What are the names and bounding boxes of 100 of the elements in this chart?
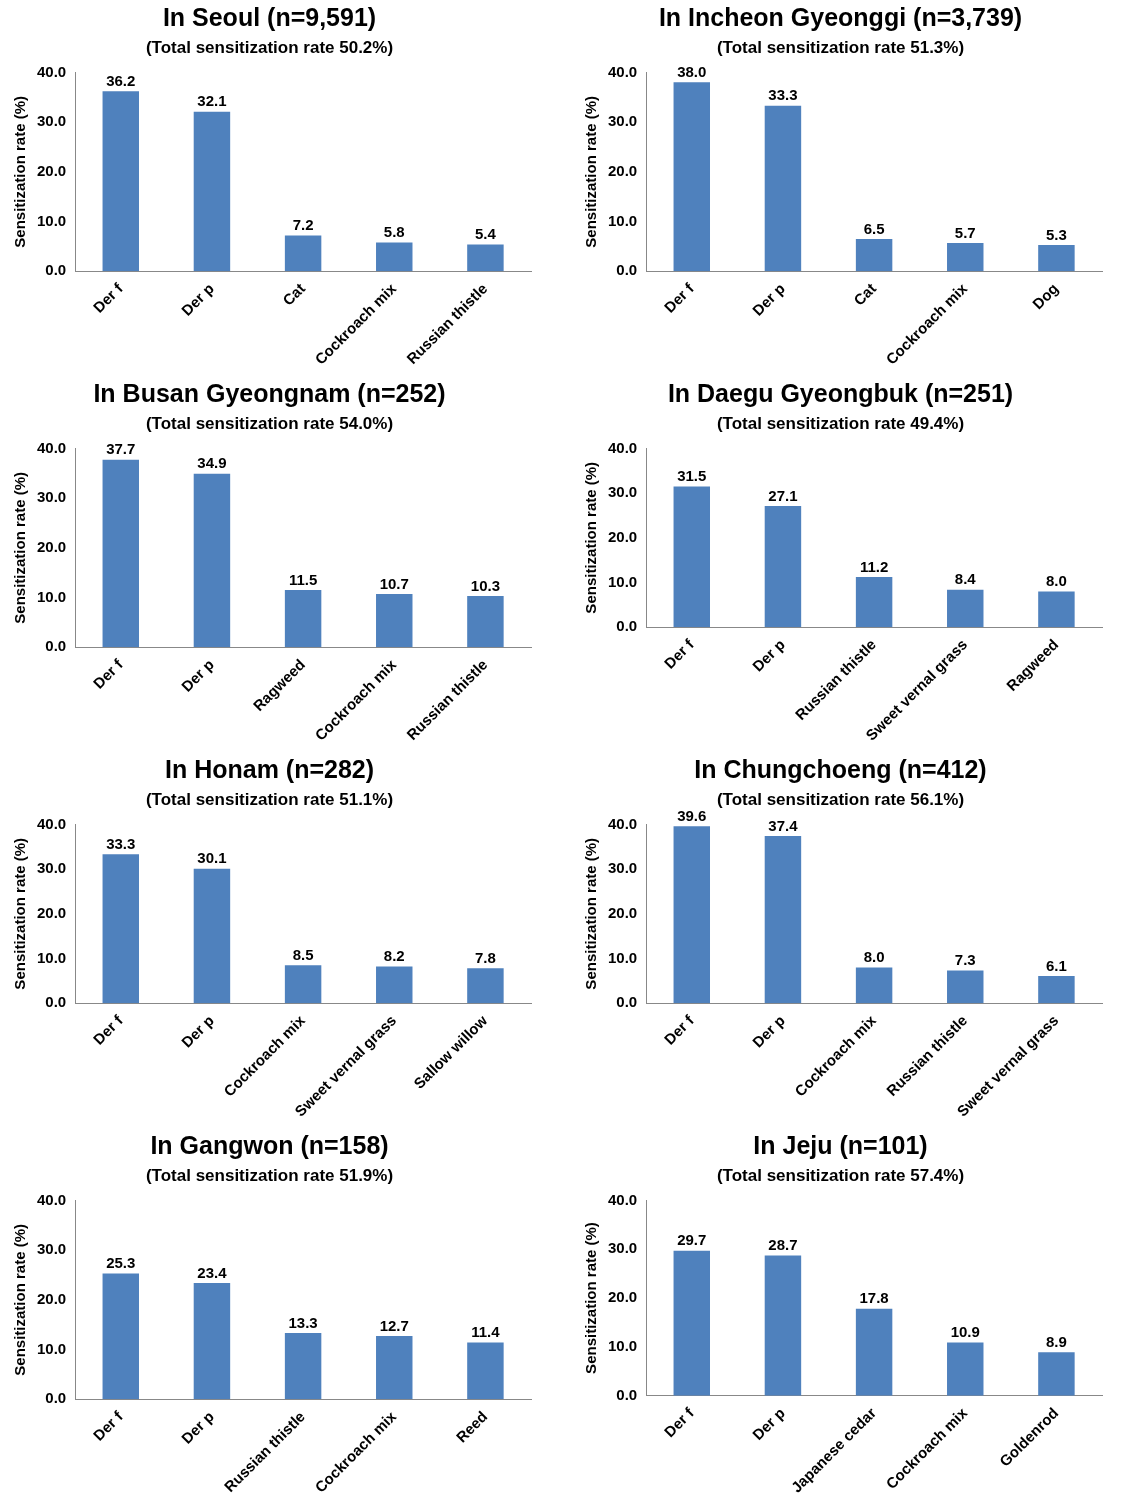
y-tick-label: 0.0 [616,261,638,279]
y-tick-label: 40.0 [36,814,67,832]
y-tick-label: 10.0 [607,211,638,229]
y-tick-label: 20.0 [36,537,67,555]
data-label: 37.7 [106,440,136,458]
data-label: 7.8 [474,948,496,966]
data-label: 8.0 [863,948,885,966]
data-label: 8.9 [1045,1332,1067,1350]
bar [376,242,413,272]
y-tick-label: 0.0 [45,1389,67,1407]
y-tick-label: 20.0 [36,903,67,921]
chart-subtitle: (Total sensitization rate 49.4%) [716,413,965,433]
y-tick-label: 10.0 [607,1336,638,1354]
x-tick-label: Der f [660,1403,698,1441]
y-tick-label: 20.0 [607,903,638,921]
y-axis-title: Sensitization rate (%) [582,95,600,248]
bar [855,238,893,272]
bar [102,91,140,272]
data-label: 34.9 [197,454,227,472]
data-label: 5.7 [954,223,976,241]
y-tick-label: 30.0 [36,859,67,877]
bar [947,242,984,272]
y-tick-label: 30.0 [36,112,67,130]
data-label: 29.7 [677,1231,707,1249]
data-label: 8.4 [954,570,977,588]
data-label: 36.2 [106,71,136,89]
y-axis-title: Sensitization rate (%) [11,471,29,624]
data-label: 6.1 [1045,956,1067,974]
data-label: 30.1 [197,849,227,867]
data-label: 11.5 [288,570,318,588]
y-axis-title: Sensitization rate (%) [11,95,29,248]
bar [467,244,504,272]
y-tick-label: 0.0 [45,637,67,655]
x-tick-label: Der f [660,278,698,316]
chart-subtitle: (Total sensitization rate 51.1%) [145,789,394,809]
data-label: 10.9 [950,1323,980,1341]
y-axis-title: Sensitization rate (%) [11,1223,29,1376]
bar [947,589,984,628]
y-tick-label: 10.0 [36,1339,67,1357]
data-label: 17.8 [859,1289,889,1307]
bar [467,596,504,648]
bar [193,1282,231,1400]
x-tick-label: Der p [748,635,788,675]
data-label: 10.7 [379,574,409,592]
y-axis-title: Sensitization rate (%) [582,461,600,614]
bar [376,966,413,1004]
x-tick-label: Der p [748,1011,788,1051]
bar [1038,975,1075,1004]
y-tick-label: 40.0 [36,438,67,456]
y-tick-label: 0.0 [616,1385,638,1403]
x-tick-label: Der f [89,278,127,316]
y-tick-label: 20.0 [607,1288,638,1306]
bar [376,1336,413,1400]
y-tick-label: 0.0 [616,617,638,635]
y-tick-label: 10.0 [36,211,67,229]
x-tick-label: Cat [279,279,309,309]
x-tick-label: Der f [660,1010,698,1048]
data-label: 33.3 [106,834,136,852]
data-label: 37.4 [768,816,799,834]
bar [673,486,711,628]
x-tick-label: Der p [177,279,217,319]
chart-subtitle: (Total sensitization rate 56.1%) [716,789,965,809]
bar [673,1250,711,1396]
y-tick-label: 30.0 [36,1240,67,1258]
x-tick-label: Der p [748,1404,788,1444]
bar [855,577,893,628]
y-tick-label: 40.0 [607,438,638,456]
bar [855,967,893,1004]
x-tick-label: Der p [177,1407,217,1447]
y-tick-label: 10.0 [36,948,67,966]
chart-title: In Seoul (n=9,591) [162,2,377,31]
y-tick-label: 20.0 [36,161,67,179]
x-tick-label: Der f [89,1010,127,1048]
data-label: 11.4 [471,1323,501,1341]
bar [193,111,231,272]
bar [764,836,802,1004]
chart-subtitle: (Total sensitization rate 54.0%) [145,413,394,433]
data-label: 8.2 [383,947,405,965]
chart-title: In Chungchoeng (n=412) [694,754,987,783]
x-tick-label: Cat [850,279,880,309]
y-tick-label: 30.0 [607,859,638,877]
data-label: 38.0 [677,62,707,80]
bar [102,459,140,648]
chart-title: In Honam (n=282) [164,754,375,783]
y-tick-label: 20.0 [607,161,638,179]
x-tick-label: Der p [748,279,788,319]
data-label: 8.5 [292,945,314,963]
data-label: 6.5 [863,219,885,237]
y-axis-title: Sensitization rate (%) [11,837,29,990]
data-label: 8.0 [1045,572,1067,590]
bar [673,82,711,272]
bar [193,868,231,1004]
data-label: 10.3 [470,576,501,594]
data-label: 7.3 [954,951,976,969]
chart-subtitle: (Total sensitization rate 51.3%) [716,37,965,57]
data-label: 5.8 [383,223,405,241]
chart-title: In Jeju (n=101) [753,1130,928,1159]
y-tick-label: 40.0 [36,1190,67,1208]
chart-subtitle: (Total sensitization rate 51.9%) [145,1165,394,1185]
data-label: 39.6 [677,806,707,824]
